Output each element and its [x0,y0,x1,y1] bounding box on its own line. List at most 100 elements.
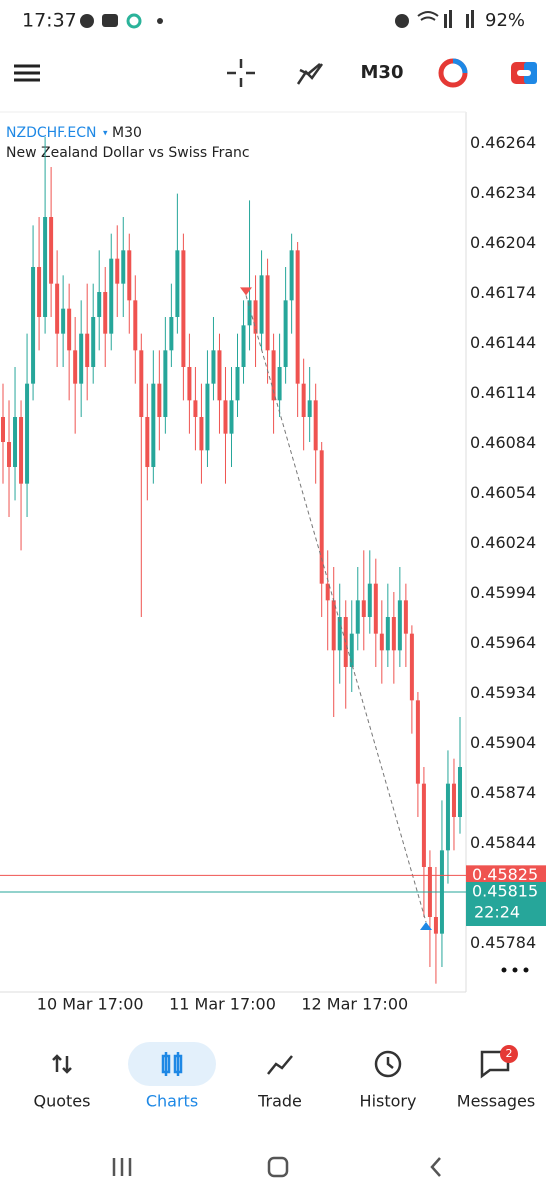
y-tick-label: 0.45874 [470,783,536,802]
candle-body [157,383,162,417]
y-tick-label: 0.45844 [470,833,536,852]
y-tick-label: 0.45964 [470,633,536,652]
candle-body [391,617,396,651]
y-tick-label: 0.46234 [470,183,536,202]
ask-label-bg [466,882,546,926]
candle-body [43,217,48,317]
y-tick-label: 0.45994 [470,583,536,602]
bid-label-bg [466,865,546,886]
candle-body [37,267,42,317]
candle-body [31,267,36,384]
candle-body [445,783,450,851]
trade-line [245,295,427,923]
nav-label[interactable]: Quotes [34,1092,91,1111]
candle-body [301,383,306,417]
sell-arrow [240,287,252,296]
y-tick-label: 0.46054 [470,483,536,502]
y-tick-label: 0.45784 [470,933,536,952]
x-tick-label: 10 Mar 17:00 [37,995,144,1014]
symbol-dropdown[interactable]: ▾ [103,129,108,139]
crosshair-button[interactable] [227,59,255,87]
candle-body [133,300,138,351]
candle-body [457,767,462,817]
more-button[interactable] [501,967,529,973]
nav-label[interactable]: Trade [257,1092,302,1111]
y-tick-label: 0.46174 [470,283,536,302]
candle-body [211,350,216,384]
candle-body [313,400,318,451]
y-tick-label: 0.46114 [470,383,536,402]
candle-body [187,367,192,401]
candle-body [19,417,24,484]
active-tab-pill [128,1042,216,1086]
candle-body [235,367,240,401]
nav-label[interactable]: Charts [146,1092,198,1111]
chart-timeframe: M30 [112,125,142,141]
trade-button[interactable] [511,62,537,84]
indicators-button[interactable] [296,63,324,85]
candle-body [25,383,30,484]
candle-body [331,600,336,651]
candle-body [379,633,384,651]
candle-body [283,300,288,367]
candle-body [67,308,72,351]
candle-body [1,417,6,442]
candle-body [421,783,426,867]
candle-body [325,583,330,601]
candle-body [109,258,114,334]
candle-body [337,617,342,651]
y-tick-label: 0.45904 [470,733,536,752]
candle-body [13,417,18,467]
candle-body [319,450,324,584]
candle-body [247,300,252,326]
candle-body [307,400,312,417]
candle-body [289,250,294,301]
ask-label: 0.45815 [472,882,538,901]
candle-body [367,583,372,617]
candle-body [229,400,234,434]
nav-label[interactable]: History [360,1092,417,1111]
candle-body [373,583,378,634]
candle-body [139,350,144,417]
candle-body [97,292,102,317]
x-tick-label: 11 Mar 17:00 [169,995,276,1014]
candle-body [223,400,228,434]
candle-body [433,917,438,934]
candle-body [85,333,90,367]
candle-body [55,283,60,334]
y-tick-label: 0.46084 [470,433,536,452]
y-tick-label: 0.46024 [470,533,536,552]
y-tick-label: 0.46264 [470,133,536,152]
candle-body [115,258,120,284]
nav-label[interactable]: Messages [457,1092,535,1111]
candle-body [271,350,276,401]
menu-button[interactable] [14,64,40,82]
status-battery: 92% [485,10,525,31]
chart-description: New Zealand Dollar vs Swiss Franc [6,145,250,161]
candle-body [253,300,258,334]
badge [500,1045,518,1063]
candle-body [175,250,180,317]
countdown: 22:24 [474,903,520,922]
candle-body [145,417,150,467]
candle-body [295,250,300,384]
candle-body [103,292,108,334]
chart-symbol: NZDCHF.ECN [6,125,97,141]
objects-button[interactable] [438,58,468,88]
timeframe-button[interactable]: M30 [361,62,404,83]
candle-body [163,350,168,417]
candle-body [61,308,66,334]
candle-body [169,317,174,351]
candle-body [265,275,270,351]
candle-body [199,417,204,451]
bid-label: 0.45825 [472,865,538,884]
candle-body [451,783,456,817]
candle-body [217,350,222,401]
x-tick-label: 12 Mar 17:00 [301,995,408,1014]
status-icons [80,10,474,29]
candle-body [277,367,282,401]
candle-body [349,633,354,667]
system-nav[interactable] [112,1156,441,1178]
